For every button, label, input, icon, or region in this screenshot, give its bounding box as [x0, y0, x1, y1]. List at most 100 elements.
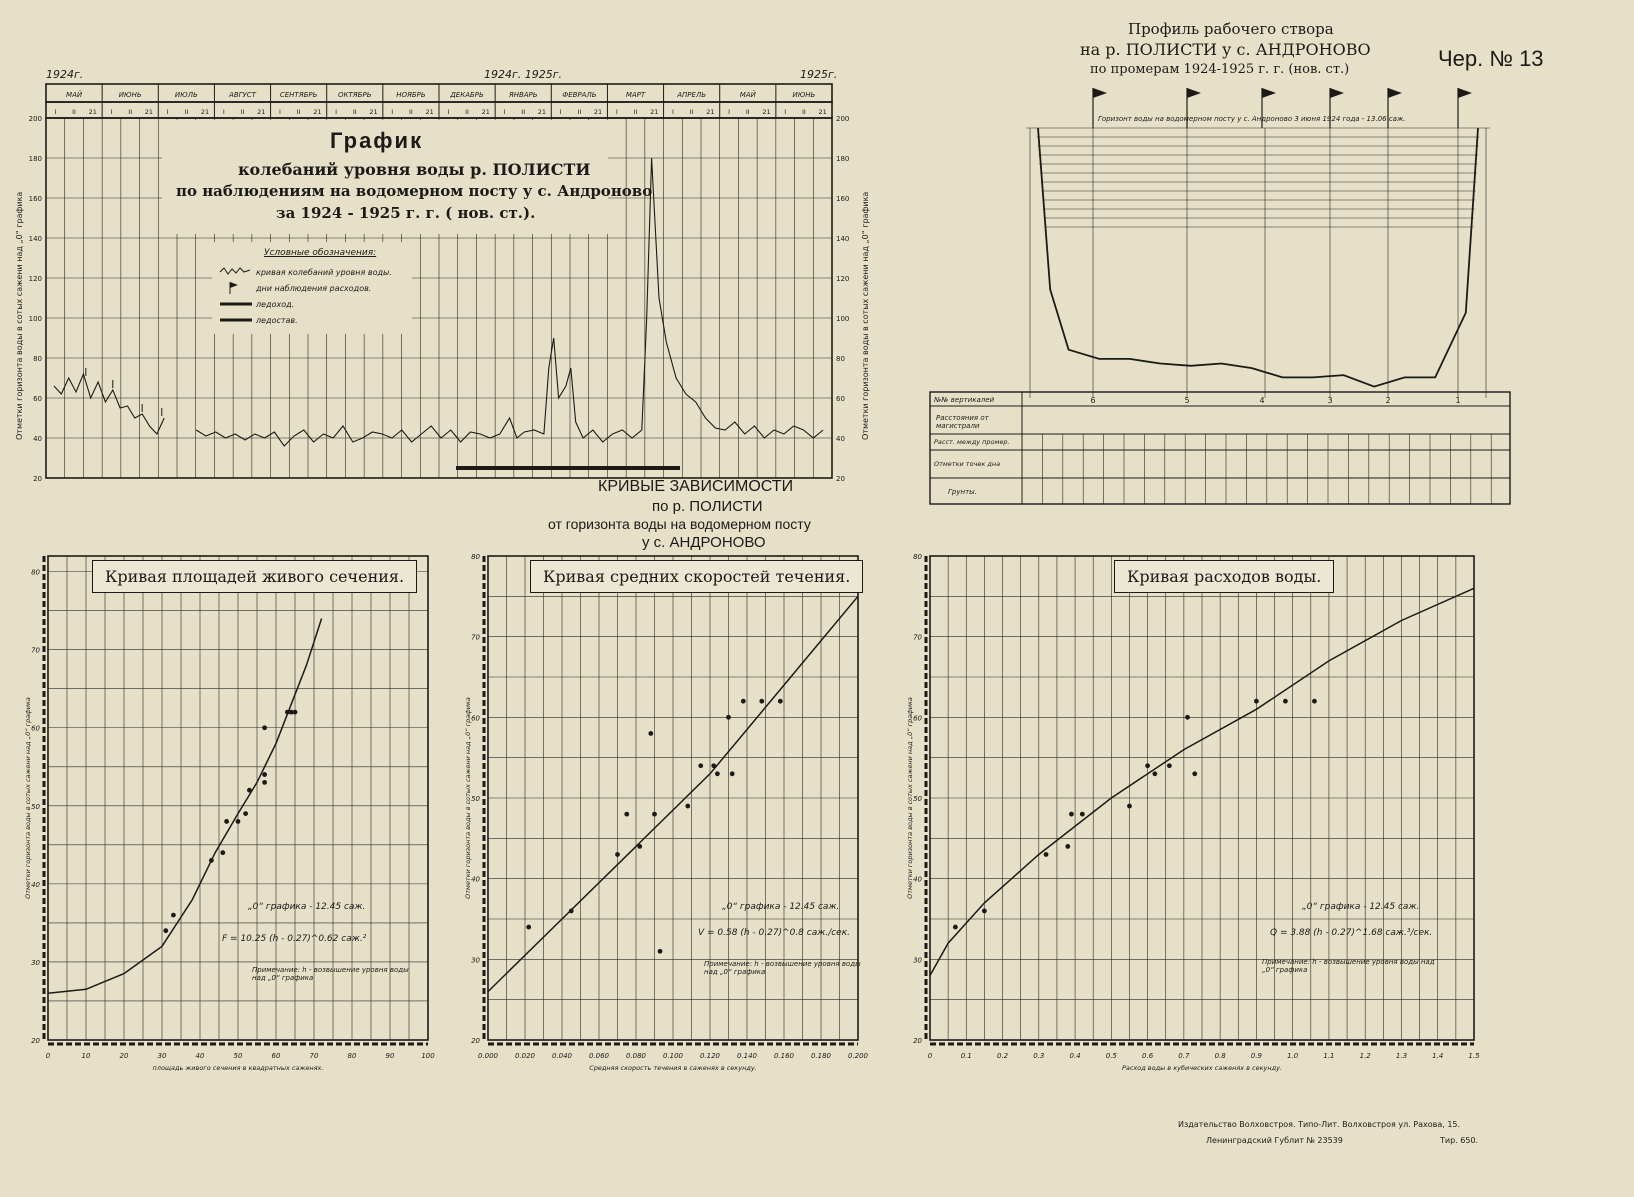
observation-point: [952, 924, 958, 930]
observation-point: [1254, 698, 1259, 704]
observation-point: [171, 912, 176, 918]
stage-title: График: [330, 128, 424, 153]
y-tick-label: 30: [913, 956, 922, 964]
decade-label: II: [353, 108, 357, 116]
y-tick-label: 40: [471, 876, 480, 884]
y-tick-label: 80: [31, 569, 40, 577]
legend-title: Условные обозначения:: [264, 248, 377, 258]
observation-point: [288, 709, 294, 715]
decade-label: I: [784, 108, 786, 116]
month-label: НОЯБРЬ: [396, 91, 426, 99]
profile-row-between: Расст. между промер.: [934, 438, 1010, 446]
stage-series-summer: [53, 372, 165, 435]
observation-point: [262, 772, 267, 777]
month-label: ДЕКАБРЬ: [449, 91, 484, 99]
observation-point: [1312, 698, 1317, 704]
profile-row-distances: Расстояния от магистрали: [936, 414, 989, 430]
observation-point: [726, 714, 731, 720]
curves-heading-4: у с. АНДРОНОВО: [642, 534, 766, 551]
x-tick-label: 0.5: [1106, 1052, 1118, 1060]
observation-point: [657, 948, 663, 954]
y-axis-label: Отметки горизонта воды в сотых сажени на…: [464, 697, 472, 899]
observation-point: [685, 803, 691, 809]
x-tick-label: 70: [310, 1052, 319, 1060]
decade-label: II: [297, 108, 301, 116]
month-label: МАЙ: [66, 90, 83, 99]
month-label: АПРЕЛЬ: [676, 91, 706, 99]
profile-flag: [1458, 88, 1472, 98]
area-annotation-formula: F = 10.25 (h - 0.27)^0.62 саж.²: [222, 934, 367, 944]
curve-chart-grid: [929, 555, 1475, 1041]
stage-ylabel-left: Отметки горизонта воды в сотых сажени на…: [15, 192, 24, 440]
decade-label: I: [279, 108, 281, 116]
x-tick-label: 0.2: [997, 1052, 1009, 1060]
observation-point: [1166, 763, 1172, 769]
x-tick-label: 0.6: [1142, 1052, 1154, 1060]
fitted-curve: [929, 587, 1475, 976]
discharge-annotation-note: Примечание: h - возвышение уровня воды н…: [1262, 958, 1435, 974]
observation-point: [235, 819, 241, 824]
curve-chart-frame: [47, 555, 429, 1041]
decade-label: 21: [201, 108, 209, 116]
observation-point: [777, 698, 783, 704]
decade-label: II: [72, 108, 76, 116]
x-tick-label: 0: [928, 1052, 933, 1060]
observation-point: [1069, 811, 1074, 817]
month-label: ИЮНЬ: [119, 91, 142, 99]
month-label: ФЕВРАЛЬ: [562, 91, 597, 99]
profile-vertical-number: 5: [1184, 396, 1189, 405]
stage-y-tick-left: 40: [33, 435, 42, 443]
stage-subtitle-2: по наблюдениям на водомерном посту у с. …: [176, 182, 653, 200]
publisher-line-1: Издательство Волховстроя. Типо-Лит. Волх…: [1178, 1120, 1461, 1129]
y-tick-label: 40: [31, 881, 40, 889]
decade-label: 21: [594, 108, 602, 116]
observation-point: [1065, 844, 1071, 849]
x-tick-label: 1.0: [1287, 1052, 1299, 1060]
legend-item-wave: кривая колебаний уровня воды.: [256, 268, 392, 277]
stage-y-tick-right: 100: [836, 315, 849, 323]
x-tick-label: 80: [348, 1052, 357, 1060]
x-tick-label: 0.040: [552, 1052, 573, 1060]
profile-row-verticals: №№ вертикалей: [934, 396, 995, 404]
stage-y-tick-left: 140: [29, 235, 42, 243]
stage-series-line: [195, 157, 824, 447]
observation-point: [1152, 771, 1158, 777]
y-axis-label: Отметки горизонта воды в сотых сажени на…: [24, 697, 32, 899]
velocity-annotation-zero: „0“ графика - 12.45 саж.: [722, 902, 840, 912]
observation-point: [1185, 714, 1190, 720]
curve-chart-frame: [487, 555, 859, 1041]
month-label: ОКТЯБРЬ: [338, 91, 372, 99]
decade-label: I: [672, 108, 674, 116]
y-tick-label: 70: [913, 634, 922, 642]
decade-label: II: [690, 108, 694, 116]
stage-ylabel-right: Отметки горизонта воды в сотых сажени на…: [861, 192, 870, 440]
stage-y-tick-right: 140: [836, 235, 849, 243]
velocity-curve-title: Кривая средних скоростей течения.: [530, 560, 864, 593]
decade-label: 21: [313, 108, 321, 116]
observation-point: [262, 779, 267, 785]
decade-label: II: [521, 108, 525, 116]
curves-heading-3: от горизонта воды на водомерном посту: [548, 516, 811, 532]
profile-vertical-number: 1: [1455, 396, 1460, 405]
decade-label: 21: [762, 108, 770, 116]
observation-point: [1079, 811, 1085, 817]
x-axis-label: площадь живого сечения в квадратных саже…: [153, 1064, 324, 1072]
observation-point: [1043, 852, 1049, 857]
observation-point: [209, 858, 214, 863]
x-tick-label: 10: [82, 1052, 91, 1060]
decade-label: I: [504, 108, 506, 116]
decade-label: I: [560, 108, 562, 116]
stage-subtitle-1: колебаний уровня воды р. ПОЛИСТИ: [238, 160, 591, 179]
decade-label: 21: [145, 108, 153, 116]
month-label: МАРТ: [626, 91, 646, 99]
x-tick-label: 0.080: [626, 1052, 647, 1060]
stage-y-tick-left: 200: [29, 115, 42, 123]
x-tick-label: 20: [120, 1052, 129, 1060]
observation-point: [163, 928, 169, 934]
y-tick-label: 50: [471, 795, 480, 803]
y-tick-label: 60: [31, 725, 40, 733]
x-tick-label: 1.4: [1432, 1052, 1443, 1060]
stage-y-tick-left: 160: [29, 195, 42, 203]
discharge-curve-title: Кривая расходов воды.: [1114, 560, 1335, 593]
stage-y-tick-right: 200: [836, 115, 849, 123]
